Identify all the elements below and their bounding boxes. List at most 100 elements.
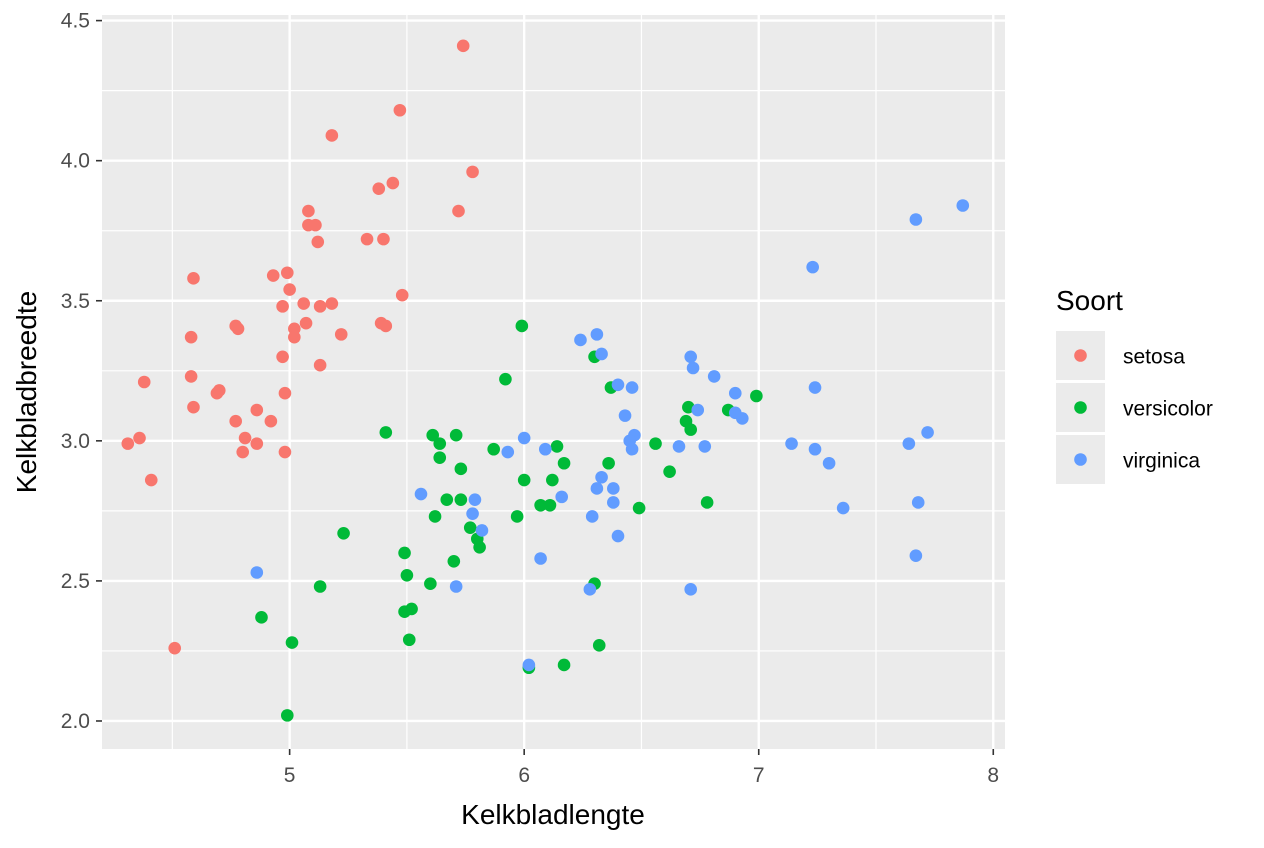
data-point-virginica [517,431,531,445]
data-point-versicolor [313,580,327,593]
data-point-setosa [133,431,146,445]
data-point-versicolor [426,428,440,442]
y-axis-ticks: 2.0 2.5 3.0 3.5 4.0 4.5 [61,10,102,733]
data-point-versicolor [447,554,461,568]
data-point-virginica [583,583,597,596]
data-point-virginica [625,381,639,394]
data-point-virginica [902,437,916,450]
data-point-versicolor [440,493,454,506]
data-point-versicolor [398,546,411,560]
data-point-setosa [283,283,296,296]
grid-major-lines [102,15,1005,749]
data-point-versicolor [499,372,512,386]
data-point-setosa [377,232,390,246]
data-point-versicolor [632,501,646,515]
legend-label-virginica: virginica [1123,450,1200,473]
data-point-setosa [313,358,327,372]
data-point-setosa [238,431,252,445]
data-point-setosa [313,300,327,313]
data-point-setosa [288,330,301,344]
grid-minor-lines [102,15,1005,749]
data-point-setosa [325,297,339,310]
data-point-setosa [184,330,198,344]
data-point-virginica [707,370,721,383]
data-point-setosa [137,375,151,389]
data-point-versicolor [557,456,571,470]
data-point-setosa [278,445,292,459]
data-point-versicolor [510,510,524,523]
legend-label-versicolor: versicolor [1123,398,1213,421]
y-tick-label: 4.5 [61,10,90,33]
data-point-setosa [395,288,409,302]
data-point-versicolor [684,423,698,436]
data-point-virginica [808,442,822,456]
data-point-setosa [311,235,325,249]
data-point-versicolor [379,426,393,439]
data-point-setosa [393,103,407,117]
data-point-virginica [449,580,463,593]
data-point-virginica [555,490,569,504]
data-point-versicolor [534,498,547,512]
data-point-setosa [276,300,289,313]
plot-panel-background [102,15,1005,749]
data-point-virginica [822,456,836,470]
data-point-virginica [911,496,925,509]
data-point-virginica [590,328,604,341]
data-point-virginica [585,510,599,523]
data-point-virginica [534,552,547,565]
data-points [121,39,970,722]
data-point-setosa [276,350,289,364]
data-point-virginica [836,501,850,515]
data-point-setosa [278,386,292,400]
data-point-virginica [611,378,625,392]
x-tick-label: 5 [284,764,296,787]
data-point-setosa [372,182,386,195]
legend: Soort setosa versicolor virginica [1056,285,1213,484]
y-tick-label: 2.5 [61,570,90,593]
x-axis-title: Kelkbladlengte [461,799,645,830]
x-tick-label: 6 [518,764,530,787]
legend-dot-virginica [1074,453,1087,466]
data-point-virginica [909,213,923,226]
data-point-versicolor [424,577,437,591]
data-point-virginica [595,470,608,484]
data-point-virginica [475,524,489,537]
data-point-setosa [334,328,348,341]
data-point-virginica [466,507,479,520]
data-point-setosa [309,218,322,232]
data-point-versicolor [428,510,442,523]
data-point-virginica [468,493,482,506]
data-point-virginica [785,437,798,450]
data-point-setosa [231,322,245,336]
legend-label-setosa: setosa [1123,346,1185,369]
data-point-versicolor [550,440,564,453]
data-point-virginica [607,496,620,509]
data-point-versicolor [400,569,414,582]
data-point-setosa [466,165,479,179]
data-point-setosa [456,39,470,53]
data-point-versicolor [454,493,468,506]
data-point-virginica [728,386,742,400]
data-point-virginica [956,199,970,212]
data-point-versicolor [255,611,268,624]
data-point-versicolor [285,636,299,649]
data-point-virginica [691,403,705,417]
data-point-virginica [698,440,712,453]
data-point-versicolor [449,428,463,442]
data-point-setosa [360,232,374,246]
data-point-setosa [386,176,400,190]
y-tick-label: 3.5 [61,290,90,313]
data-point-versicolor [649,437,662,450]
data-point-versicolor [463,521,477,534]
data-point-setosa [187,272,200,285]
data-point-versicolor [487,442,500,456]
data-point-virginica [522,658,536,672]
legend-dot-versicolor [1074,401,1087,414]
legend-title: Soort [1056,285,1123,316]
data-point-setosa [297,297,311,310]
data-point-virginica [574,333,587,347]
data-point-virginica [808,381,822,394]
data-point-versicolor [700,496,714,509]
